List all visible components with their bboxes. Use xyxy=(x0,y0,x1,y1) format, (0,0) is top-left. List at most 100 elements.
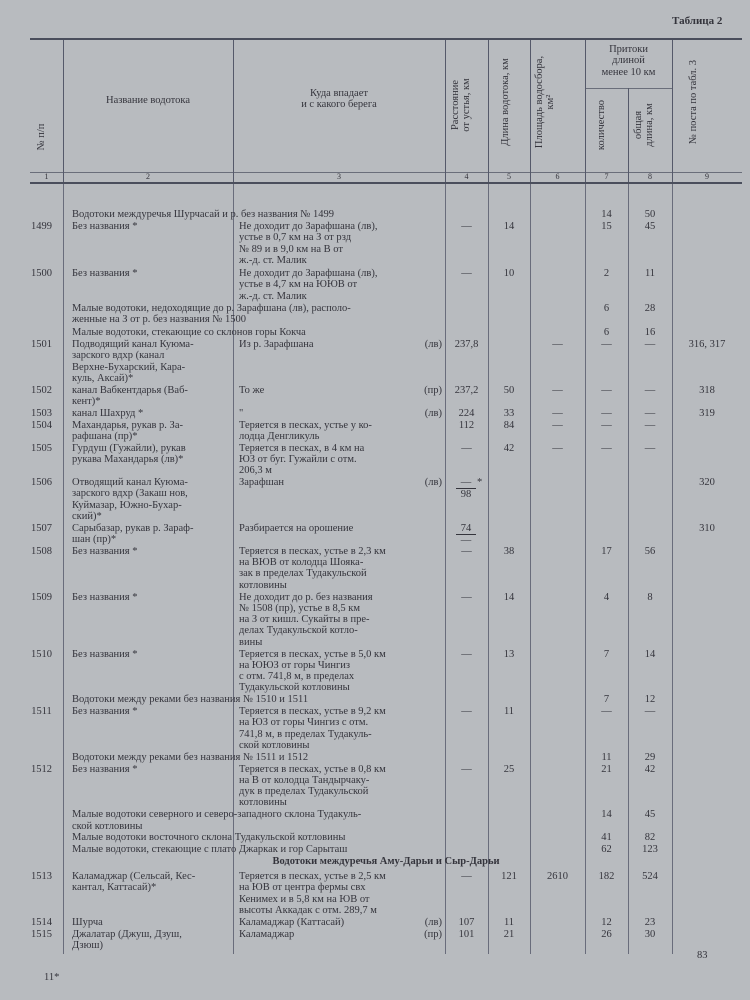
basin-area: 2610 xyxy=(547,871,568,882)
mouth-location: Не доходит до Зарафшана (лв), устье в 4,… xyxy=(239,268,378,302)
tributary-length: 56 xyxy=(644,545,656,557)
distance-from-mouth: — xyxy=(461,763,472,775)
bank: (лв) xyxy=(424,339,442,350)
distance-from-mouth: — xyxy=(461,871,472,882)
column-divider xyxy=(672,184,673,954)
watercourse-name: Подводящий канал Куюма- зарского вдхр (к… xyxy=(72,339,194,384)
distance-from-mouth: 237,2 xyxy=(454,384,479,396)
tributary-length: 524 xyxy=(642,871,658,882)
mouth-location: Не доходит до Зарафшана (лв), устье в 0,… xyxy=(239,221,378,266)
watercourse-name: Джалатар (Джуш, Дзуш, Дзюш) xyxy=(72,928,182,951)
mouth-location: Зарафшан xyxy=(239,477,284,489)
tributary-length: 11 xyxy=(644,268,656,279)
tributary-length: — xyxy=(644,339,656,350)
mouth-location: Теряется в песках, устье в 2,3 км на ВЮВ… xyxy=(239,545,386,591)
tributary-length: 42 xyxy=(644,763,656,775)
column-number: 2 xyxy=(146,172,150,181)
tributary-count: 2 xyxy=(603,268,610,279)
length: 50 xyxy=(503,384,515,396)
column-number: 6 xyxy=(555,172,560,181)
group-title: Водотоки между реками без названия № 151… xyxy=(72,694,309,706)
fraction-numerator: — xyxy=(460,477,472,489)
watercourse-name: Без названия * xyxy=(72,268,138,279)
column-divider xyxy=(628,184,629,954)
row-number: 1513 xyxy=(31,871,52,882)
page-number: 83 xyxy=(697,950,708,961)
tributary-length: — xyxy=(644,407,656,419)
length: 11 xyxy=(503,916,515,928)
header-total-length: общая длина, км xyxy=(633,103,655,147)
distance-fraction: —98 xyxy=(456,477,476,501)
basin-area: — xyxy=(552,407,563,419)
watercourse-name: Сарыбазар, рукав р. Зараф- шан (пр)* xyxy=(72,522,194,546)
signature-mark: 11* xyxy=(44,972,60,983)
tributary-length: 23 xyxy=(644,916,656,928)
column-number: 5 xyxy=(507,172,511,181)
row-number: 1506 xyxy=(31,477,52,489)
column-number: 9 xyxy=(705,172,709,181)
tributary-length: — xyxy=(644,384,656,396)
tributary-length: 29 xyxy=(644,751,656,763)
header-tributaries: Притоки длиной менее 10 км xyxy=(601,44,656,78)
tributary-count: — xyxy=(601,384,612,396)
distance-from-mouth: 112 xyxy=(458,419,475,431)
tributary-count: 17 xyxy=(601,545,612,557)
length: 14 xyxy=(503,221,515,232)
length: 25 xyxy=(503,763,515,775)
distance-from-mouth: 224 xyxy=(458,407,475,419)
tributary-count: 15 xyxy=(601,221,612,232)
row-number: 1501 xyxy=(31,339,52,350)
bank: (пр) xyxy=(424,384,442,396)
tributary-count: 21 xyxy=(601,763,612,775)
length: 84 xyxy=(503,419,515,431)
column-divider xyxy=(63,184,64,954)
watercourse-name: Без названия * xyxy=(72,221,138,232)
row-number: 1515 xyxy=(31,928,52,940)
mouth-location: Каламаджар (Каттасай) xyxy=(239,916,345,928)
fraction-numerator: 74 xyxy=(460,522,472,534)
bank: (лв) xyxy=(424,407,442,419)
mouth-location: Каламаджар xyxy=(239,928,295,940)
header-column-divider xyxy=(672,40,673,182)
post-number: 319 xyxy=(699,407,715,419)
row-number: 1505 xyxy=(31,442,52,454)
header-where: Куда впадает и с какого берега xyxy=(301,88,377,111)
distance-from-mouth: 107 xyxy=(458,916,475,928)
watercourse-name: Без названия * xyxy=(72,591,138,603)
length: 11 xyxy=(503,706,515,718)
post-number: 316, 317 xyxy=(688,339,726,350)
length: 13 xyxy=(503,648,515,660)
tributary-length: 8 xyxy=(647,591,653,603)
group-title: Малые водотоки восточного склона Тудакул… xyxy=(72,832,346,844)
distance-from-mouth: — xyxy=(461,591,472,603)
distance-from-mouth: — xyxy=(461,545,472,557)
header-length: Длина водотока, км xyxy=(500,58,511,146)
tributary-count: 4 xyxy=(603,591,610,603)
watercourse-name: Гурдуш (Гужайли), рукав рукава Махандарь… xyxy=(72,442,186,465)
mouth-location: Не доходит до р. без названия № 1508 (пр… xyxy=(239,591,373,648)
column-divider xyxy=(488,184,489,954)
row-number: 1499 xyxy=(31,221,52,232)
watercourse-name: канал Вабкентдарья (Ваб- кент)* xyxy=(72,384,188,407)
bank: (лв) xyxy=(424,916,442,928)
tributary-length: 14 xyxy=(644,648,656,660)
header-area: Площадь водосбора, км² xyxy=(534,55,556,149)
mouth-location: Теряется в песках, устье в 5,0 км на ЮЮЗ… xyxy=(239,648,386,694)
tributary-count: 182 xyxy=(598,871,615,882)
distance-from-mouth: 237,8 xyxy=(454,339,479,350)
tributary-count: 14 xyxy=(601,809,612,821)
watercourse-name: Каламаджар (Сельсай, Кес- кантал, Каттас… xyxy=(72,871,196,894)
tributary-length: 45 xyxy=(644,221,656,232)
row-number: 1509 xyxy=(31,591,52,603)
tributary-length: 50 xyxy=(644,209,656,220)
watercourse-name: Без названия * xyxy=(72,706,138,718)
post-number: 320 xyxy=(699,477,715,489)
distance-from-mouth: 101 xyxy=(458,928,475,940)
mouth-location: Разбирается на орошение xyxy=(239,522,354,534)
watercourse-name: Без названия * xyxy=(72,545,138,557)
footnote-mark: * xyxy=(477,477,483,489)
tributary-count: 7 xyxy=(603,694,610,706)
length: 121 xyxy=(501,871,517,882)
header-column-divider xyxy=(488,40,489,182)
group-title: Малые водотоки северного и северо-западн… xyxy=(72,809,362,832)
